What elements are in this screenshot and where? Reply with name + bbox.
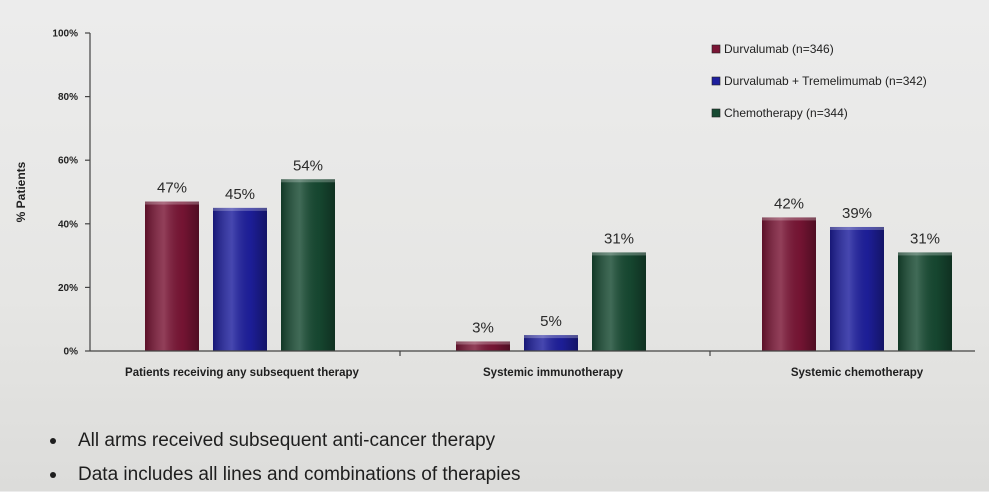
bullet-item: Data includes all lines and combinations… — [48, 458, 948, 492]
x-category-label: Patients receiving any subsequent therap… — [125, 367, 360, 379]
legend-swatch — [711, 76, 721, 86]
bar-shading — [524, 335, 578, 351]
bar-shading — [592, 252, 646, 351]
bullet-dot-icon — [50, 438, 56, 444]
legend-label: Durvalumab (n=346) — [724, 42, 834, 56]
bar-top-highlight — [524, 335, 578, 339]
bar-shading — [281, 179, 335, 351]
data-label: 31% — [604, 230, 634, 247]
bar-shading — [830, 226, 884, 351]
bullet-text: All arms received subsequent anti-cancer… — [78, 430, 496, 451]
bars: 47% 3% 42% 45% 5% 39% 54% 31% 31% — [145, 157, 952, 351]
y-axis-title: % Patients — [14, 161, 28, 222]
bar-top-highlight — [213, 207, 267, 211]
legend-label: Durvalumab + Tremelimumab (n=342) — [724, 74, 927, 88]
y-tick-label: 20% — [58, 283, 78, 294]
legend-label: Chemotherapy (n=344) — [724, 106, 848, 120]
bar-shading — [145, 201, 199, 351]
y-axis: 0% 20% 40% 60% 80% 100% % Patients — [14, 29, 91, 358]
data-label: 31% — [910, 230, 940, 247]
bar-shading — [456, 341, 510, 351]
bar-top-highlight — [762, 217, 816, 221]
bar-chart: 0% 20% 40% 60% 80% 100% % Patients 47% 3% 42% 45%… — [14, 29, 975, 379]
y-tick-label: 80% — [58, 92, 78, 103]
data-label: 47% — [157, 180, 187, 197]
bullet-text: Data includes all lines and combinations… — [78, 464, 521, 485]
bar-shading — [213, 207, 267, 351]
bar-top-highlight — [456, 341, 510, 345]
data-label: 45% — [225, 186, 255, 203]
data-label: 42% — [774, 195, 804, 212]
bar-shading — [762, 217, 816, 351]
bar-top-highlight — [281, 179, 335, 183]
bullet-item: All arms received subsequent anti-cancer… — [48, 424, 948, 458]
y-tick-label: 0% — [64, 347, 79, 358]
bullet-list: All arms received subsequent anti-cancer… — [48, 424, 948, 492]
data-label: 5% — [540, 313, 562, 330]
x-category-label: Systemic immunotherapy — [483, 367, 624, 379]
data-label: 54% — [293, 157, 323, 174]
x-category-label: Systemic chemotherapy — [791, 367, 924, 379]
legend-swatch — [711, 44, 721, 54]
y-tick-label: 60% — [58, 156, 78, 167]
legend-swatch — [711, 108, 721, 118]
bar-shading — [898, 252, 952, 351]
bar-top-highlight — [592, 252, 646, 256]
bar-top-highlight — [145, 201, 199, 205]
data-label: 3% — [472, 319, 494, 336]
bar-top-highlight — [830, 226, 884, 230]
legend: Durvalumab (n=346) Durvalumab + Tremelimu… — [711, 42, 927, 120]
data-label: 39% — [842, 205, 872, 222]
bullet-dot-icon — [50, 472, 56, 478]
x-axis: Patients receiving any subsequent therap… — [90, 350, 975, 379]
y-tick-label: 40% — [58, 219, 78, 230]
y-tick-label: 100% — [52, 29, 78, 40]
bar-top-highlight — [898, 252, 952, 256]
